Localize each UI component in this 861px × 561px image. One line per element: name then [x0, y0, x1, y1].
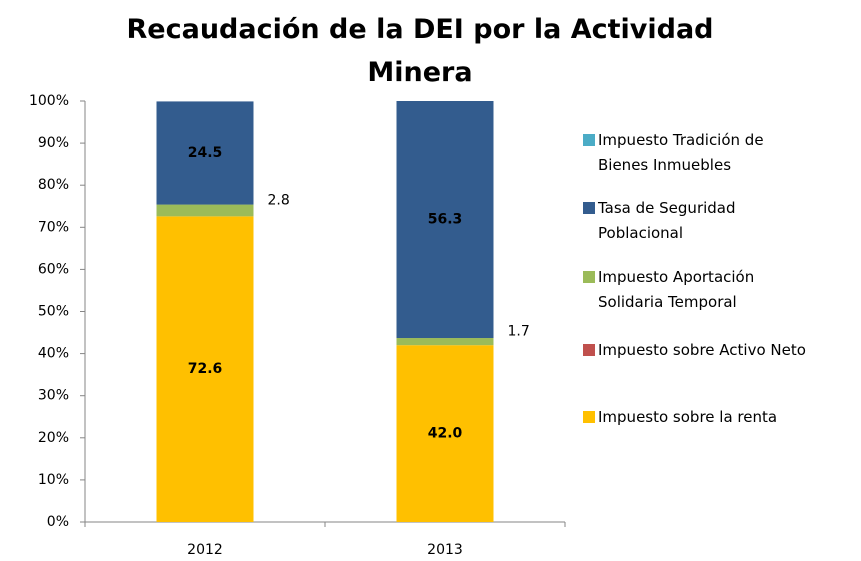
y-tick-label: 40% — [38, 346, 69, 362]
legend-swatch — [583, 271, 595, 283]
y-tick-label: 80% — [38, 177, 69, 193]
legend-label: Impuesto Aportación Solidaria Temporal — [598, 268, 755, 311]
chart-title: Recaudación de la DEI por la Actividad M… — [126, 14, 714, 88]
x-tick-label: 2013 — [427, 542, 463, 558]
bar-segment — [156, 101, 254, 205]
y-tick-label: 60% — [38, 261, 69, 277]
legend-label: Impuesto sobre Activo Neto — [598, 341, 806, 359]
bar-segment — [156, 204, 254, 217]
data-label: 56.3 — [428, 212, 463, 228]
y-tick-label: 30% — [38, 388, 69, 404]
legend-swatch — [583, 202, 595, 214]
data-label: 24.5 — [188, 145, 223, 161]
x-tick-label: 2012 — [187, 542, 223, 558]
y-tick-label: 50% — [38, 304, 69, 320]
y-tick-label: 100% — [29, 93, 69, 109]
legend-label: Impuesto sobre la renta — [598, 408, 778, 426]
data-label: 1.7 — [508, 324, 530, 340]
legend-swatch — [583, 344, 595, 356]
y-tick-label: 0% — [47, 514, 69, 530]
bar-segment — [396, 338, 494, 346]
data-label: 72.6 — [188, 361, 223, 377]
bar-segment — [396, 101, 494, 339]
y-tick-label: 70% — [38, 219, 69, 235]
bar-segment — [156, 216, 254, 522]
y-tick-label: 10% — [38, 472, 69, 488]
legend-label: Impuesto Tradición de Bienes Inmuebles — [598, 131, 764, 174]
data-label: 2.8 — [268, 192, 290, 208]
y-tick-label: 90% — [38, 135, 69, 151]
legend-swatch — [583, 411, 595, 423]
y-tick-label: 20% — [38, 430, 69, 446]
legend-swatch — [583, 134, 595, 146]
bar-segment — [396, 345, 494, 522]
legend-label: Tasa de Seguridad Poblacional — [598, 199, 736, 242]
data-label: 42.0 — [428, 426, 463, 442]
